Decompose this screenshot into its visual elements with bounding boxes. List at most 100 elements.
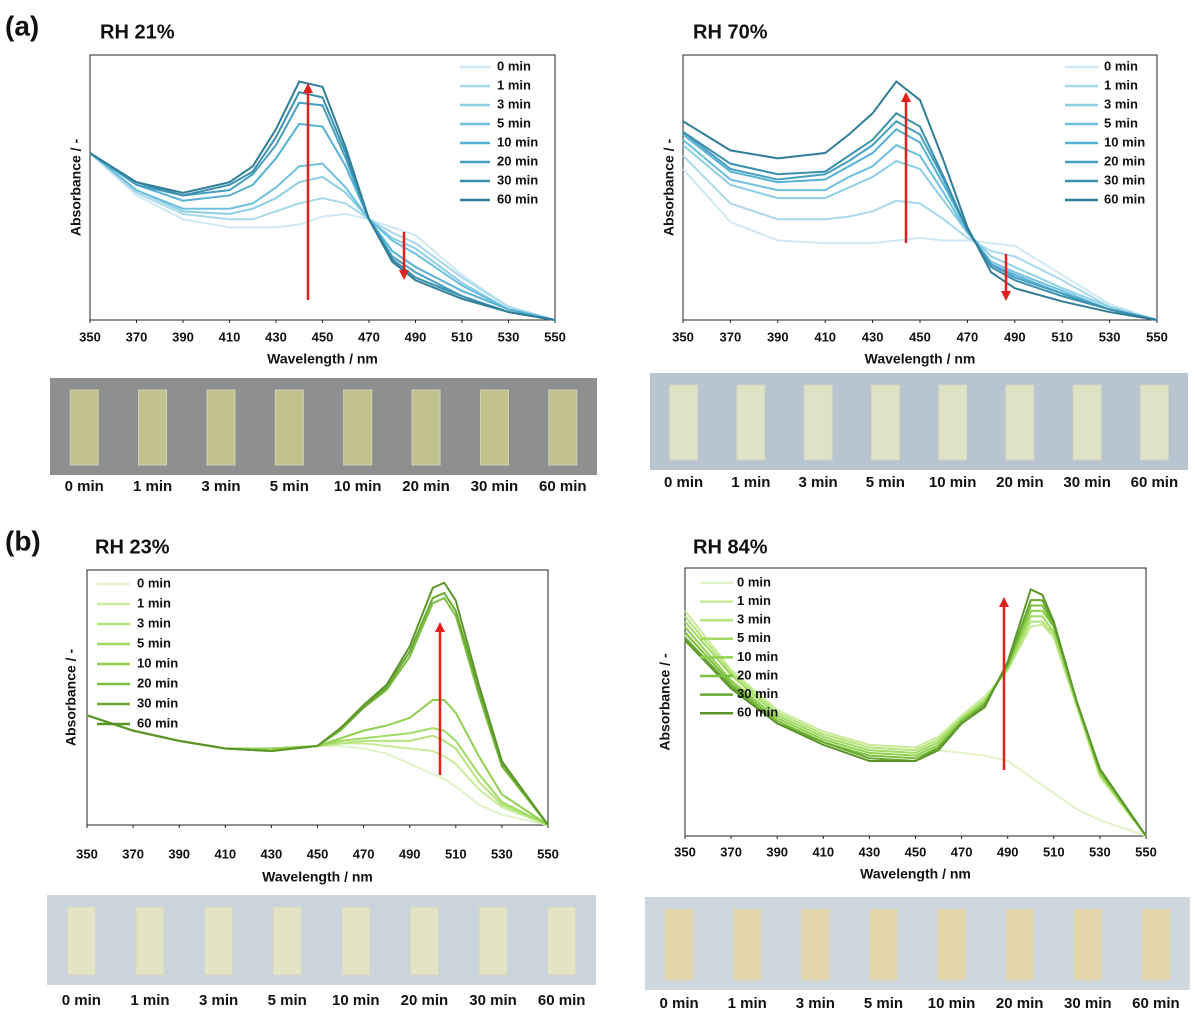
film-sample	[939, 385, 967, 460]
x-axis-label: Wavelength / nm	[262, 869, 373, 885]
x-tick-label: 350	[672, 329, 694, 344]
strip-label: 20 min	[996, 474, 1044, 491]
strip-label: 3 min	[199, 992, 238, 1009]
legend-label: 1 min	[737, 593, 771, 608]
film-sample	[479, 907, 507, 975]
photo-strip	[645, 897, 1190, 990]
film-sample	[737, 385, 765, 460]
strip-label: 30 min	[1064, 995, 1112, 1012]
x-tick-label: 490	[1004, 329, 1026, 344]
legend-label: 20 min	[1104, 153, 1145, 168]
x-tick-label: 410	[812, 844, 834, 859]
strip-label: 5 min	[864, 995, 903, 1012]
photo-strip	[650, 373, 1188, 470]
legend-label: 0 min	[737, 574, 771, 589]
y-axis-label: Absorbance / -	[661, 139, 677, 237]
legend-label: 10 min	[497, 134, 538, 149]
strip-label: 60 min	[538, 992, 586, 1009]
x-tick-label: 370	[720, 844, 742, 859]
film-sample	[139, 390, 167, 465]
strip-label: 5 min	[866, 474, 905, 491]
legend-label: 3 min	[137, 615, 171, 630]
strip-label: 0 min	[62, 992, 101, 1009]
x-tick-label: 510	[1043, 844, 1065, 859]
legend-label: 30 min	[137, 695, 178, 710]
film-sample	[480, 390, 508, 465]
film-sample	[670, 385, 698, 460]
legend-label: 20 min	[497, 153, 538, 168]
film-sample	[1140, 385, 1168, 460]
legend-label: 30 min	[497, 172, 538, 187]
x-tick-label: 510	[445, 846, 467, 861]
x-tick-label: 350	[674, 844, 696, 859]
legend-label: 1 min	[497, 77, 531, 92]
photo-strip	[47, 895, 596, 985]
legend-label: 10 min	[737, 649, 778, 664]
film-sample	[733, 909, 761, 980]
film-sample	[804, 385, 832, 460]
film-sample	[136, 907, 164, 975]
x-tick-label: 450	[307, 846, 329, 861]
strip-label: 10 min	[929, 474, 977, 491]
legend-label: 3 min	[737, 612, 771, 627]
x-tick-label: 530	[491, 846, 513, 861]
x-tick-label: 450	[909, 329, 931, 344]
film-sample	[275, 390, 303, 465]
strip-label: 60 min	[1131, 474, 1179, 491]
x-tick-label: 390	[172, 329, 194, 344]
legend-label: 10 min	[1104, 134, 1145, 149]
film-sample	[1006, 909, 1034, 980]
legend-label: 3 min	[497, 96, 531, 111]
x-tick-label: 470	[951, 844, 973, 859]
strip-label: 30 min	[469, 992, 517, 1009]
film-sample	[70, 390, 98, 465]
x-tick-label: 350	[79, 329, 101, 344]
x-tick-label: 450	[905, 844, 927, 859]
film-sample	[207, 390, 235, 465]
strip-label: 10 min	[928, 995, 976, 1012]
film-sample	[67, 907, 95, 975]
strip-label: 10 min	[334, 478, 382, 495]
film-sample	[548, 907, 576, 975]
chart-title: RH 23%	[95, 536, 170, 558]
x-tick-label: 390	[168, 846, 190, 861]
x-tick-label: 410	[219, 329, 241, 344]
x-tick-label: 490	[405, 329, 427, 344]
film-sample	[871, 385, 899, 460]
legend-label: 60 min	[497, 191, 538, 206]
legend-label: 60 min	[1104, 191, 1145, 206]
film-sample	[938, 909, 966, 980]
panel-label: (a)	[5, 10, 39, 41]
strip-label: 30 min	[1063, 474, 1111, 491]
x-tick-label: 510	[1051, 329, 1073, 344]
x-tick-label: 550	[537, 846, 559, 861]
strip-label: 0 min	[664, 474, 703, 491]
x-tick-label: 450	[312, 329, 334, 344]
strip-label: 0 min	[659, 995, 698, 1012]
x-tick-label: 410	[214, 846, 236, 861]
film-sample	[549, 390, 577, 465]
x-axis-label: Wavelength / nm	[860, 866, 971, 882]
legend-label: 1 min	[1104, 77, 1138, 92]
strip-label: 1 min	[130, 992, 169, 1009]
plot-frame	[683, 55, 1157, 320]
y-axis-label: Absorbance / -	[68, 139, 84, 237]
legend-label: 0 min	[1104, 58, 1138, 73]
x-tick-label: 390	[766, 844, 788, 859]
strip-label: 30 min	[471, 478, 519, 495]
film-sample	[1073, 385, 1101, 460]
strip-label: 5 min	[268, 992, 307, 1009]
x-tick-label: 470	[358, 329, 380, 344]
x-tick-label: 550	[1135, 844, 1157, 859]
x-tick-label: 430	[261, 846, 283, 861]
x-tick-label: 490	[997, 844, 1019, 859]
strip-label: 20 min	[401, 992, 449, 1009]
film-sample	[412, 390, 440, 465]
legend-label: 1 min	[137, 595, 171, 610]
film-sample	[342, 907, 370, 975]
legend-label: 5 min	[737, 630, 771, 645]
strip-label: 60 min	[539, 478, 587, 495]
film-sample	[410, 907, 438, 975]
film-sample	[1074, 909, 1102, 980]
x-tick-label: 370	[720, 329, 742, 344]
